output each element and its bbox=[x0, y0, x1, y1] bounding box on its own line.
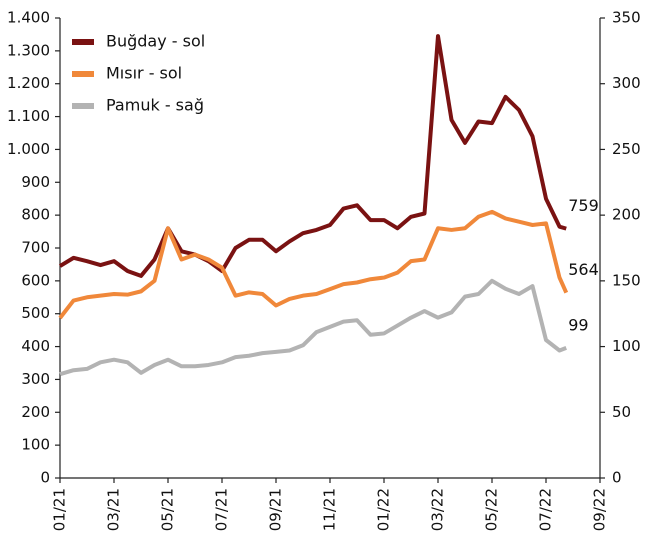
x-tick-label: 09/22 bbox=[591, 488, 609, 531]
end-value-label: 99 bbox=[568, 315, 588, 334]
series-line bbox=[58, 209, 569, 320]
x-tick-label: 05/22 bbox=[483, 488, 501, 531]
y2-tick-label: 100 bbox=[612, 337, 641, 355]
x-tick-label: 09/21 bbox=[267, 488, 285, 531]
y2-tick-label: 250 bbox=[612, 140, 641, 158]
x-tick-label: 01/22 bbox=[375, 488, 393, 531]
y2-tick-label: 150 bbox=[612, 271, 641, 289]
y-tick-label: 1.000 bbox=[7, 140, 50, 158]
y-tick-label: 1.200 bbox=[7, 74, 50, 92]
y-tick-label: 100 bbox=[21, 436, 50, 454]
end-value-label: 759 bbox=[568, 196, 599, 215]
x-tick-label: 03/22 bbox=[429, 488, 447, 531]
series-line bbox=[58, 34, 567, 278]
y-tick-label: 300 bbox=[21, 370, 50, 388]
y-tick-label: 1.100 bbox=[7, 107, 50, 125]
y-tick-label: 200 bbox=[21, 403, 50, 421]
x-tick-label: 01/21 bbox=[51, 488, 69, 531]
x-tick-label: 05/21 bbox=[159, 488, 177, 531]
y-tick-label: 700 bbox=[21, 239, 50, 257]
x-tick-label: 11/21 bbox=[321, 488, 339, 531]
y-tick-label: 1.400 bbox=[7, 9, 50, 27]
legend-label: Mısır - sol bbox=[106, 64, 182, 83]
y-tick-label: 900 bbox=[21, 173, 50, 191]
x-tick-label: 07/21 bbox=[213, 488, 231, 531]
series-line bbox=[59, 278, 567, 377]
end-value-label: 564 bbox=[568, 260, 599, 279]
y-tick-label: 800 bbox=[21, 206, 50, 224]
y2-tick-label: 50 bbox=[612, 403, 631, 421]
y-tick-label: 400 bbox=[21, 337, 50, 355]
legend-label: Pamuk - sağ bbox=[106, 96, 204, 115]
y-tick-label: 500 bbox=[21, 304, 50, 322]
y-tick-label: 0 bbox=[40, 469, 50, 487]
y2-tick-label: 350 bbox=[612, 9, 641, 27]
y2-tick-label: 300 bbox=[612, 74, 641, 92]
x-tick-label: 03/21 bbox=[105, 488, 123, 531]
y2-tick-label: 0 bbox=[612, 469, 622, 487]
legend-label: Buğday - sol bbox=[106, 32, 205, 51]
y2-tick-label: 200 bbox=[612, 206, 641, 224]
y-tick-label: 600 bbox=[21, 271, 50, 289]
y-tick-label: 1.300 bbox=[7, 41, 50, 59]
x-tick-label: 07/22 bbox=[537, 488, 555, 531]
